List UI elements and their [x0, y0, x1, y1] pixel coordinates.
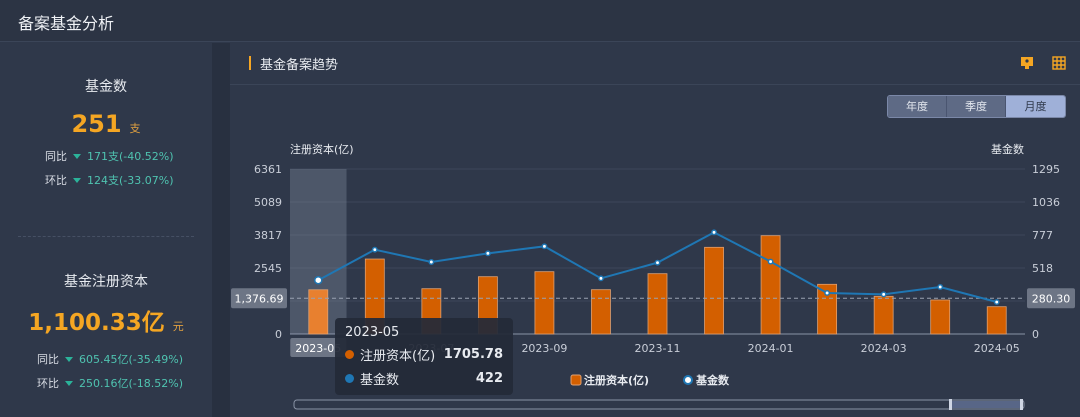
fund-capital-yoy: 同比 605.45亿(-35.49%)	[37, 353, 183, 366]
fund-capital-mom: 环比 250.16亿(-18.52%)	[37, 377, 183, 390]
chart-tooltip: 2023-05 注册资本(亿) 1705.78 基金数 422	[335, 318, 513, 395]
fund-count-mom: 环比 124支(-33.07%)	[45, 174, 174, 187]
period-year-button[interactable]: 年度	[888, 96, 947, 117]
fund-capital-value: 1,100.33亿	[28, 310, 165, 336]
period-month-button[interactable]: 月度	[1006, 96, 1065, 117]
down-arrow-icon	[65, 381, 73, 386]
page-title: 备案基金分析	[18, 14, 115, 33]
download-image-icon[interactable]	[1020, 55, 1034, 69]
panel-gutter	[212, 43, 230, 417]
table-view-icon[interactable]	[1052, 55, 1066, 70]
period-quarter-button[interactable]: 季度	[947, 96, 1006, 117]
top-bar: 备案基金分析	[0, 0, 1080, 42]
series-dot-icon	[345, 374, 354, 383]
stats-panel: 基金数 251 支 同比 171支(-40.52%) 环比 124支(-33.07%)…	[0, 43, 212, 417]
down-arrow-icon	[73, 178, 81, 183]
divider	[18, 236, 194, 237]
period-selector: 年度 季度 月度	[887, 95, 1066, 118]
fund-count-unit: 支	[129, 122, 141, 135]
fund-count-yoy: 同比 171支(-40.52%)	[45, 150, 174, 163]
fund-count-value: 251	[71, 110, 122, 138]
panel-header: 基金备案趋势	[230, 43, 1080, 85]
panel-title: 基金备案趋势	[260, 58, 339, 73]
fund-count-card: 基金数 251 支 同比 171支(-40.52%) 环比 124支(-33.07%)	[0, 76, 212, 188]
fund-capital-unit: 元	[172, 320, 184, 333]
title-accent	[249, 56, 251, 70]
down-arrow-icon	[65, 357, 73, 362]
tooltip-row: 注册资本(亿) 1705.78	[345, 345, 503, 364]
fund-count-title: 基金数	[85, 79, 127, 95]
fund-capital-card: 基金注册资本 1,100.33亿元 同比 605.45亿(-35.49%) 环比 2…	[0, 271, 212, 391]
down-arrow-icon	[73, 154, 81, 159]
tooltip-title: 2023-05	[345, 325, 400, 340]
series-dot-icon	[345, 350, 354, 359]
tooltip-row: 基金数 422	[345, 369, 503, 388]
fund-capital-title: 基金注册资本	[64, 274, 148, 290]
